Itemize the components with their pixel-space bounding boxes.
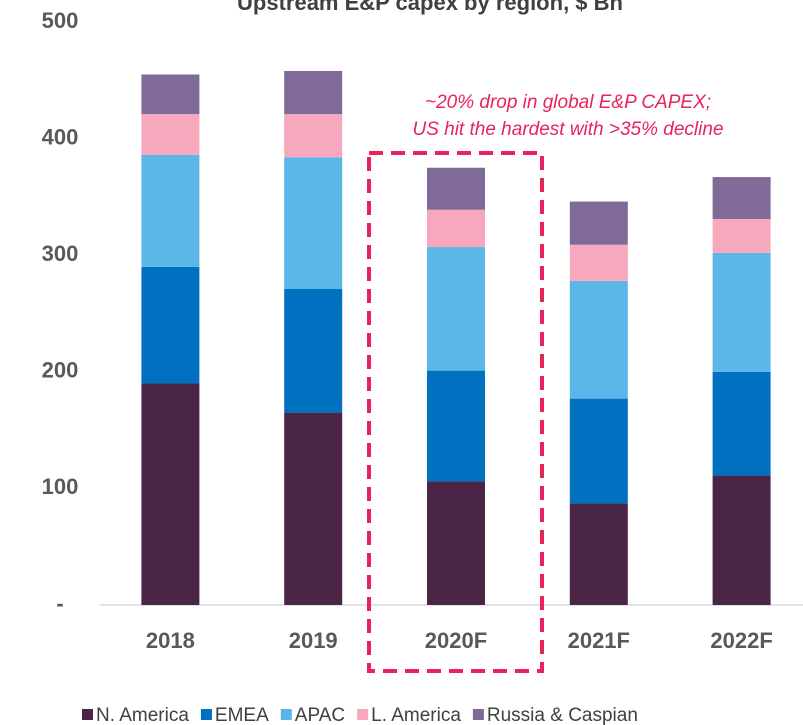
x-tick-label: 2020F: [425, 628, 487, 653]
x-tick-label: 2021F: [568, 628, 630, 653]
bar-segment: [141, 266, 200, 384]
bar-segment: [427, 481, 485, 605]
annotation: US hit the hardest with >35% decline: [412, 119, 723, 140]
legend-label: APAC: [295, 705, 345, 725]
bar-segment: [712, 177, 771, 220]
bar-segment: [569, 244, 628, 281]
legend-swatch: [280, 709, 292, 720]
y-tick-label: 500: [42, 8, 79, 33]
bar-segment: [712, 219, 771, 253]
bar-segment: [284, 114, 343, 158]
bar-segment: [569, 503, 628, 605]
bar-segment: [141, 74, 200, 115]
bar-segment: [427, 370, 485, 482]
bar-segment: [569, 280, 628, 399]
legend-label: Russia & Caspian: [487, 705, 638, 725]
bar-segment: [141, 114, 200, 155]
x-tick-label: 2018: [146, 628, 195, 653]
x-tick-label: 2022F: [710, 628, 772, 653]
bar-segment: [284, 289, 343, 413]
bar-segment: [284, 412, 343, 605]
bar-segment: [427, 209, 485, 248]
chart-title: Upstream E&P capex by region, $ Bn: [237, 0, 623, 15]
bar-segment: [141, 154, 200, 267]
bar-segment: [712, 371, 771, 476]
legend-swatch: [472, 709, 484, 720]
legend-swatch: [357, 709, 369, 720]
x-tick-label: 2019: [289, 628, 338, 653]
bar-segment: [569, 398, 628, 504]
annotation: ~20% drop in global E&P CAPEX;: [425, 92, 711, 113]
bar-segment: [141, 383, 200, 605]
bar-segment: [712, 475, 771, 605]
y-tick-label: -: [56, 591, 63, 616]
bar-segment: [284, 70, 343, 115]
legend-swatch: [82, 709, 93, 720]
bar-segment: [712, 252, 771, 372]
highlight-box: [367, 151, 544, 673]
y-tick-label: 100: [42, 474, 79, 499]
bar-segment: [569, 201, 628, 245]
legend-label: L. America: [371, 705, 461, 725]
bar-segment: [284, 157, 343, 290]
y-tick-label: 400: [42, 124, 79, 149]
bar-segment: [427, 167, 485, 210]
y-tick-label: 200: [42, 358, 79, 383]
legend-swatch: [200, 709, 212, 720]
y-tick-label: 300: [42, 241, 79, 266]
legend-label: EMEA: [215, 705, 269, 725]
bar-segment: [427, 247, 485, 371]
legend-label: N. America: [96, 705, 189, 725]
